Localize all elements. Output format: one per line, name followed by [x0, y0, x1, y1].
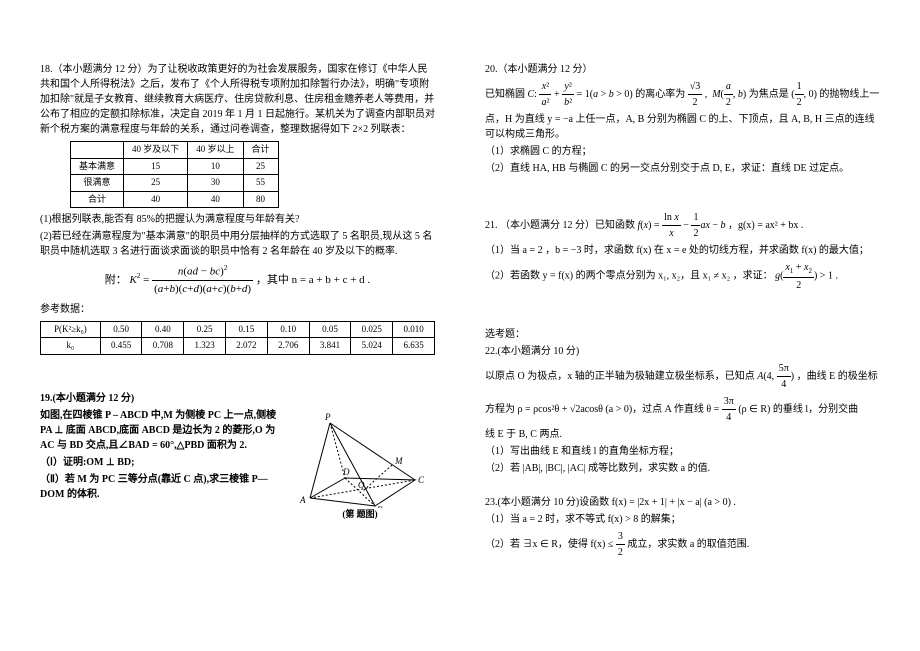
q18-t1-h1: 40 岁及以下	[124, 142, 188, 159]
q22-sub1: （1）写出曲线 E 和直线 l 的直角坐标方程；	[485, 444, 880, 459]
q18-sub2: (2)若已经在满意程度为"基本满意"的职员中用分层抽样的方式选取了 5 名职员,…	[40, 229, 435, 259]
label-D: D	[342, 467, 350, 477]
q18-t2-r0c0: P(K²≥k₀)	[41, 321, 101, 338]
q20-sub1: （1）求椭圆 C 的方程；	[485, 144, 880, 159]
q21-sub2: （2）若函数 y = f(x) 的两个零点分别为 x₁, x₂，且 x₁ ≠ x…	[485, 260, 880, 293]
q23-sub2b: 成立，求实数 a 的取值范围.	[627, 538, 749, 549]
q21-heading: 21. （本小题满分 12 分）已知函数 f(x) = ln xx − 12ax…	[485, 210, 880, 241]
q18-t2-r0c6: 0.05	[309, 321, 351, 338]
q18-heading: 18.（本小题满分 12 分）为了让税收政策更好的为社会发展服务，国家在修订《中…	[40, 62, 435, 137]
pyramid-diagram: P A D C B M O	[285, 408, 435, 508]
q18-t2-r0c2: 0.40	[142, 321, 184, 338]
q22-line2a: 方程为 ρ = ρcos²θ + √2acosθ (a > 0)，过点 A 作直…	[485, 403, 722, 414]
q19-figure: P A D C B M O (第 题图)	[285, 408, 435, 522]
q18-ref-label: 参考数据：	[40, 302, 435, 317]
q19-heading: 19.(本小题满分 12 分)	[40, 391, 435, 406]
q18-t1-r2c1: 40	[124, 191, 188, 208]
q22-line1b: ，曲线 E 的极坐标	[797, 370, 878, 381]
q18-t2-r0c4: 0.15	[226, 321, 268, 338]
q18-t1-r0c2: 10	[188, 158, 243, 175]
q18-t2-r1c7: 5.024	[351, 338, 393, 355]
q18-t1-r2c2: 40	[188, 191, 243, 208]
q22-line1: 以原点 O 为极点，x 轴的正半轴为极轴建立极坐标系，已知点 A(4, 5π4)…	[485, 361, 880, 392]
q23-sub2: （2）若 ∃x ∈ R，使得 f(x) ≤ 32 成立，求实数 a 的取值范围.	[485, 529, 880, 560]
select-header: 选考题：	[485, 327, 880, 342]
q18-reference-table: P(K²≥k₀) 0.50 0.40 0.25 0.15 0.10 0.05 0…	[40, 321, 435, 355]
q18-sub1: (1)根据列联表,能否有 85%的把握认为满意程度与年龄有关?	[40, 212, 435, 227]
q18-t2-r0c8: 0.010	[393, 321, 435, 338]
q18-t2-r1c0: k₀	[41, 338, 101, 355]
q21-sub1: （1）当 a = 2 ，b = −3 时，求函数 f(x) 在 x = e 处的…	[485, 243, 880, 258]
page-root: 18.（本小题满分 12 分）为了让税收政策更好的为社会发展服务，国家在修订《中…	[0, 0, 920, 651]
q22-line2: 方程为 ρ = ρcos²θ + √2acosθ (a > 0)，过点 A 作直…	[485, 394, 880, 425]
q22-line3: 线 E 于 B, C 两点.	[485, 427, 880, 442]
q18-t2-r0c7: 0.025	[351, 321, 393, 338]
q22-heading: 22.(本小题满分 10 分)	[485, 344, 880, 359]
q22-line1a: 以原点 O 为极点，x 轴的正半轴为极轴建立极坐标系，已知点	[485, 370, 757, 381]
label-O: O	[358, 480, 365, 490]
q21-sub2a: （2）若函数 y = f(x) 的两个零点分别为 x₁, x₂，且 x₁ ≠ x…	[485, 271, 773, 282]
q21-sub2b: .	[835, 271, 838, 282]
q20-sub2: （2）直线 HA, HB 与椭圆 C 的另一交点分别交于点 D, E，求证：直线…	[485, 161, 880, 176]
q18-formula-suffix: ，其中 n = a + b + c + d .	[256, 274, 370, 286]
label-M: M	[394, 456, 403, 466]
q18-t2-r1c6: 3.841	[309, 338, 351, 355]
q20-line1b: 的离心率为	[635, 89, 688, 100]
q18-t1-r0c0: 基本满意	[71, 158, 124, 175]
q22-line2b: (ρ ∈ R) 的垂线 l，分别交曲	[738, 403, 858, 414]
q18-contingency-table: 40 岁及以下 40 岁以上 合计 基本满意 15 10 25 很满意 25 3…	[70, 141, 279, 208]
q18-t2-r1c4: 2.072	[226, 338, 268, 355]
label-C: C	[418, 475, 425, 485]
q18-t1-r1c1: 25	[124, 175, 188, 192]
right-column: 20.（本小题满分 12 分） 已知椭圆 C: x²a² + y²b² = 1(…	[460, 0, 920, 651]
q18-t1-r1c3: 55	[243, 175, 278, 192]
q18-formula: 附： K2 = n(ad − bc)2 (a+b)(c+d)(a+c)(b+d)…	[40, 263, 435, 298]
q23-sub1: （1）当 a = 2 时，求不等式 f(x) > 8 的解集；	[485, 512, 880, 527]
q18-t2-r1c8: 6.635	[393, 338, 435, 355]
q18-t2-r0c1: 0.50	[100, 321, 142, 338]
q20-line1d: 的抛物线上一	[819, 89, 879, 100]
q18-t2-r0c5: 0.10	[267, 321, 309, 338]
q20-heading: 20.（本小题满分 12 分）	[485, 62, 880, 77]
q18-t1-r1c0: 很满意	[71, 175, 124, 192]
q18-t1-r2c0: 合计	[71, 191, 124, 208]
label-A: A	[299, 495, 306, 505]
q23-heading: 23.(本小题满分 10 分)设函数 f(x) = |2x + 1| + |x …	[485, 495, 880, 510]
q18-t1-r0c3: 25	[243, 158, 278, 175]
q18-t1-h3: 合计	[243, 142, 278, 159]
q20-line2: 点，H 为直线 y = −a 上任一点，A, B 分别为椭圆 C 的上、下顶点，…	[485, 112, 880, 142]
q18-t2-r1c1: 0.455	[100, 338, 142, 355]
q22-sub2: （2）若 |AB|, |BC|, |AC| 成等比数列，求实数 a 的值.	[485, 461, 880, 476]
q18-t1-r0c1: 15	[124, 158, 188, 175]
q18-t2-r0c3: 0.25	[184, 321, 226, 338]
q18-t1-h0	[71, 142, 124, 159]
q23-sub2a: （2）若 ∃x ∈ R，使得 f(x) ≤	[485, 538, 616, 549]
q18-t1-r2c3: 80	[243, 191, 278, 208]
q18-t2-r1c2: 0.708	[142, 338, 184, 355]
q18-t1-r1c2: 30	[188, 175, 243, 192]
label-B: B	[377, 505, 383, 508]
q18-t2-r1c5: 2.706	[267, 338, 309, 355]
q20-line1a: 已知椭圆	[485, 89, 528, 100]
left-column: 18.（本小题满分 12 分）为了让税收政策更好的为社会发展服务，国家在修订《中…	[0, 0, 460, 651]
q20-line1c: 为焦点是	[749, 89, 792, 100]
q19-figcap: (第 题图)	[285, 508, 435, 522]
q18-formula-prefix: 附：	[105, 274, 127, 286]
q21-heading-text: 21. （本小题满分 12 分）已知函数	[485, 220, 638, 231]
q18-t2-r1c3: 1.323	[184, 338, 226, 355]
q18-t1-h2: 40 岁以上	[188, 142, 243, 159]
q20-line1: 已知椭圆 C: x²a² + y²b² = 1(a > b > 0) 的离心率为…	[485, 79, 880, 110]
label-P: P	[324, 412, 331, 422]
q21-g-part: ，g(x) = ax² + bx .	[728, 220, 803, 231]
